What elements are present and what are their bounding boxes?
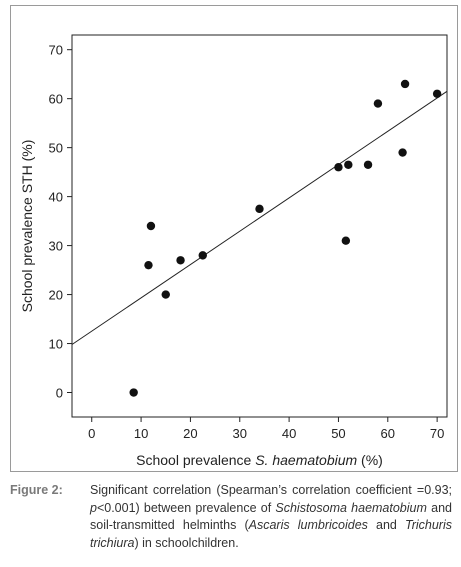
data-point [176,256,185,265]
y-tick-label: 40 [49,190,63,205]
data-point [363,160,373,169]
x-tick-label: 10 [134,426,148,441]
figure-panel: 0 10 20 30 40 50 60 70 0 10 20 30 40 50 60 70 School pr… [10,5,458,472]
data-point [373,99,383,108]
caption-label: Figure 2: [10,483,63,497]
y-tick-label: 30 [49,239,63,254]
x-tick-label: 70 [430,426,444,441]
data-point [341,236,351,245]
data-points [129,79,442,397]
x-axis-label: School prevalence S. haematobium (%) [136,452,383,468]
y-tick-label: 60 [49,92,63,107]
data-point [198,251,207,260]
x-tick-label: 60 [381,426,395,441]
y-tick-label: 20 [49,288,63,303]
data-point [334,163,343,172]
data-point [146,221,156,231]
data-point [161,290,170,299]
plot-area [71,34,448,418]
data-point [129,388,138,397]
data-point [432,89,442,98]
data-point [400,79,410,89]
y-tick-label: 10 [49,337,63,352]
y-tick-label: 50 [49,141,63,156]
scatter-chart: 0 10 20 30 40 50 60 70 0 10 20 30 40 50 60 70 School pr… [19,34,448,468]
data-point [344,160,353,169]
x-tick-label: 30 [233,426,247,441]
data-point [144,260,153,270]
x-tick-label: 0 [88,426,95,441]
regression-line [71,90,448,345]
y-tick-label: 70 [49,43,63,58]
x-tick-label: 40 [282,426,296,441]
axis-ticks: 0 10 20 30 40 50 60 70 0 10 20 30 40 50 60 70 [49,43,445,441]
data-point [398,148,407,157]
y-axis-label: School prevalence STH (%) [19,140,35,313]
x-tick-label: 20 [183,426,197,441]
y-tick-label: 0 [56,386,63,401]
caption-text: Significant correlation (Spearman’s corr… [90,483,452,550]
x-tick-label: 50 [331,426,345,441]
data-point [255,204,264,214]
